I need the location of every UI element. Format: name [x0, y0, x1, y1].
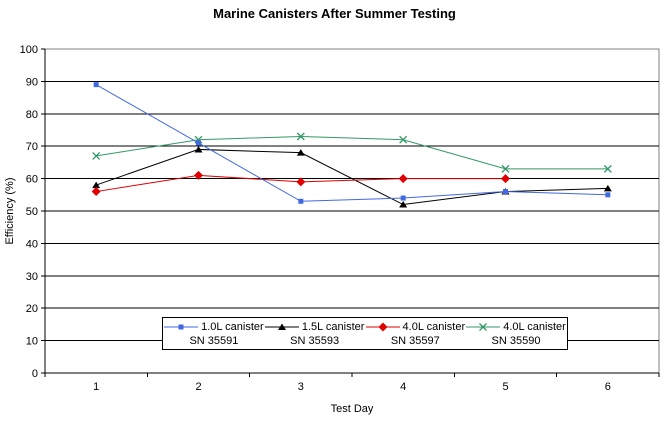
triangle-marker-icon — [603, 184, 612, 192]
square-marker-icon — [400, 195, 406, 201]
series-line-1-0l-canister-sn-35591 — [95, 84, 608, 202]
square-marker-icon — [503, 189, 508, 195]
series-line-4-0l-canister-sn-35590 — [96, 135, 608, 170]
legend-series-name: 4.0L canister — [402, 320, 466, 333]
triangle-marker-icon — [296, 149, 305, 156]
square-marker-icon — [178, 324, 184, 329]
x-tick-label: 5 — [502, 381, 508, 393]
legend-key: 4.0L canister — [466, 320, 566, 334]
x-tick-label: 4 — [400, 381, 406, 393]
y-tick-label: 30 — [26, 271, 38, 283]
x-marker-icon — [603, 164, 612, 173]
triangle-marker-icon — [194, 145, 203, 153]
diamond-marker-icon — [398, 174, 408, 184]
y-tick-label: 100 — [20, 44, 38, 56]
triangle-marker-icon — [277, 323, 286, 330]
legend-key: 4.0L canister — [365, 320, 466, 334]
legend-series-sn: SN 35591 — [189, 334, 239, 347]
legend-key: 1.5L canister — [264, 320, 365, 334]
legend-entry: 4.0L canister SN 35597 — [365, 320, 466, 348]
x-tick-label: 2 — [195, 381, 201, 393]
square-marker-icon — [298, 198, 304, 204]
y-tick-label: 90 — [26, 76, 38, 88]
diamond-marker-icon — [501, 174, 510, 184]
x-marker-icon — [479, 322, 488, 331]
legend-marker-diamond-icon — [365, 322, 400, 331]
square-marker-icon — [605, 192, 611, 198]
legend-marker-square-icon — [164, 324, 199, 329]
x-tick-label: 1 — [93, 381, 99, 393]
y-tick-label: 60 — [26, 174, 38, 186]
legend-series-sn: SN 35597 — [390, 334, 440, 347]
y-tick-label: 20 — [26, 303, 38, 315]
y-tick-label: 70 — [26, 141, 38, 153]
y-tick-label: 40 — [26, 238, 38, 250]
legend-entry: 1.0L canister SN 35591 — [164, 320, 264, 348]
triangle-marker-icon — [92, 181, 101, 189]
x-tick-label: 3 — [298, 381, 304, 393]
square-marker-icon — [93, 82, 99, 88]
x-axis-title: Test Day — [330, 403, 374, 415]
triangle-marker-icon — [399, 201, 408, 208]
legend-series-sn: SN 35590 — [491, 334, 541, 347]
chart-title: Marine Canisters After Summer Testing — [213, 6, 456, 21]
diamond-marker-icon — [296, 177, 306, 187]
y-axis-title: Efficiency (%) — [4, 177, 16, 245]
x-tick-label: 6 — [605, 381, 611, 393]
diamond-marker-icon — [91, 187, 101, 197]
legend-series-name: 1.5L canister — [301, 320, 365, 333]
diamond-marker-icon — [194, 170, 203, 180]
y-tick-label: 50 — [26, 206, 38, 218]
legend-key: 1.0L canister — [164, 320, 264, 334]
legend-series-name: 1.0L canister — [201, 320, 264, 333]
y-tick-label: 0 — [32, 368, 38, 380]
series-line-1-5l-canister-sn-35593 — [96, 148, 608, 206]
legend-entry: 1.5L canister SN 35593 — [264, 320, 365, 348]
x-marker-icon — [501, 164, 510, 173]
legend-marker-triangle-icon — [264, 323, 299, 330]
legend-entry: 4.0L canister SN 35590 — [466, 320, 566, 348]
legend-marker-x-icon — [466, 322, 501, 331]
square-marker-icon — [196, 140, 201, 146]
x-marker-icon — [296, 132, 305, 141]
legend-series-name: 4.0L canister — [503, 320, 566, 333]
x-marker-icon — [92, 151, 101, 160]
y-tick-label: 10 — [26, 336, 38, 348]
x-marker-icon — [399, 135, 408, 144]
legend: 1.0L canister SN 35591 1.5L canister SN 355… — [162, 317, 568, 350]
legend-series-sn: SN 35593 — [290, 334, 340, 347]
y-tick-label: 80 — [26, 109, 38, 121]
diamond-marker-icon — [378, 322, 388, 331]
